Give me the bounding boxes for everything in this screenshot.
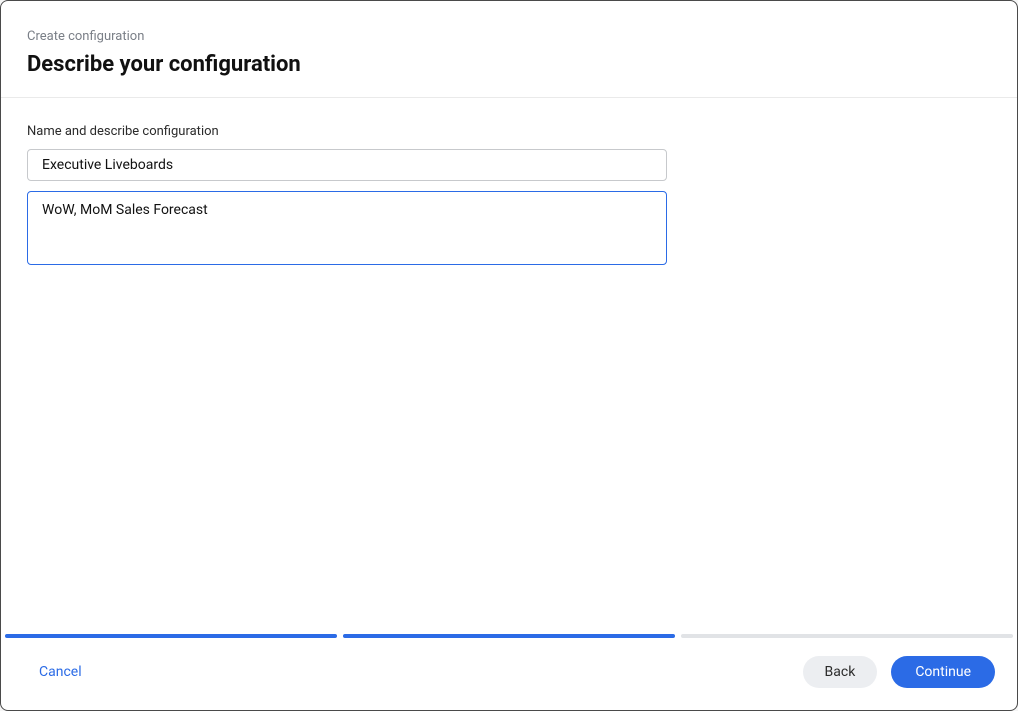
config-modal: Create configuration Describe your confi… [0, 0, 1018, 711]
modal-footer: Cancel Back Continue [1, 638, 1017, 710]
config-name-input[interactable] [27, 149, 667, 181]
breadcrumb: Create configuration [27, 29, 991, 44]
page-title: Describe your configuration [27, 52, 991, 77]
modal-header: Create configuration Describe your confi… [1, 1, 1017, 98]
footer-left: Cancel [23, 658, 98, 686]
section-label: Name and describe configuration [27, 124, 991, 139]
cancel-button[interactable]: Cancel [23, 658, 98, 686]
back-button[interactable]: Back [803, 656, 878, 688]
config-description-input[interactable] [27, 191, 667, 265]
continue-button[interactable]: Continue [891, 656, 995, 688]
modal-content: Name and describe configuration [1, 98, 1017, 634]
footer-right: Back Continue [803, 656, 995, 688]
